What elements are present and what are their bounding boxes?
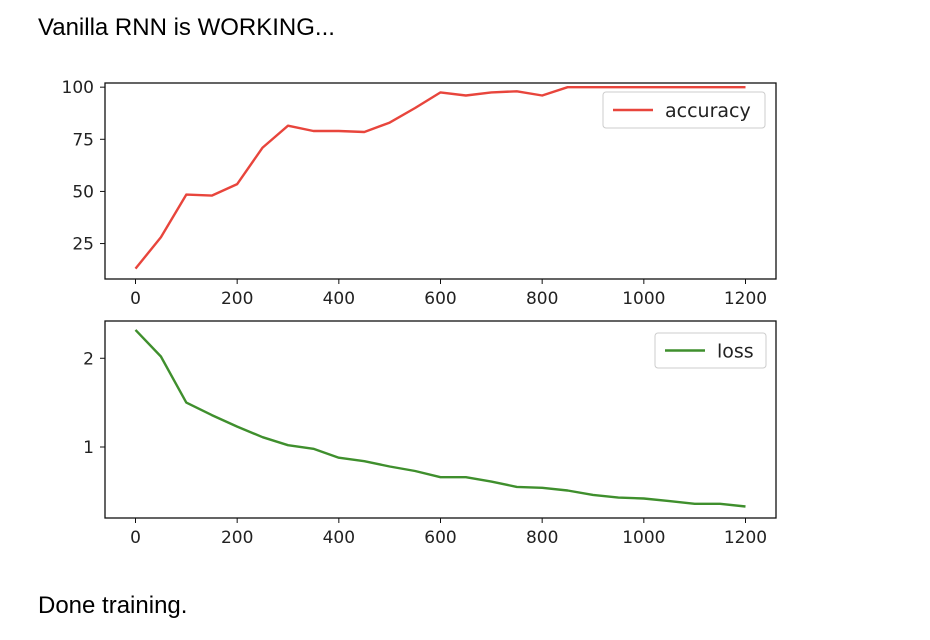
series-line-loss (134, 329, 746, 508)
series-line-accuracy (134, 85, 746, 270)
status-message-end: Done training. (38, 592, 188, 619)
legend-box (654, 332, 767, 369)
y-tick-label: 1 (83, 438, 94, 458)
legend: loss (654, 332, 767, 369)
y-tick-label: 50 (72, 182, 94, 202)
y-tick-label: 25 (72, 235, 94, 255)
x-tick-label: 1000 (622, 289, 665, 309)
x-tick-label: 0 (130, 528, 141, 548)
chart-loss: 0 200 400 600 800 1000 1200 1 2 loss (83, 320, 777, 548)
status-message-start: Vanilla RNN is WORKING... (38, 14, 335, 41)
x-tick-label: 200 (221, 289, 253, 309)
chart-accuracy: 0 200 400 600 800 1000 1200 25 50 75 100 accuracy (62, 78, 777, 309)
x-tick-label: 400 (323, 289, 355, 309)
x-tick-label: 800 (526, 528, 558, 548)
x-tick-label: 800 (526, 289, 558, 309)
x-tick-label: 400 (323, 528, 355, 548)
x-tick-label: 1200 (724, 289, 767, 309)
legend-box (602, 91, 766, 129)
x-tick-label: 0 (130, 289, 141, 309)
y-tick-label: 100 (62, 78, 94, 98)
x-tick-label: 600 (424, 528, 456, 548)
legend-label: loss (717, 341, 754, 363)
y-tick-label: 75 (72, 130, 94, 150)
x-tick-label: 200 (221, 528, 253, 548)
x-tick-label: 1200 (724, 528, 767, 548)
x-tick-label: 1000 (622, 528, 665, 548)
legend: accuracy (602, 91, 766, 129)
y-tick-label: 2 (83, 349, 94, 369)
x-tick-label: 600 (424, 289, 456, 309)
legend-label: accuracy (665, 100, 751, 122)
